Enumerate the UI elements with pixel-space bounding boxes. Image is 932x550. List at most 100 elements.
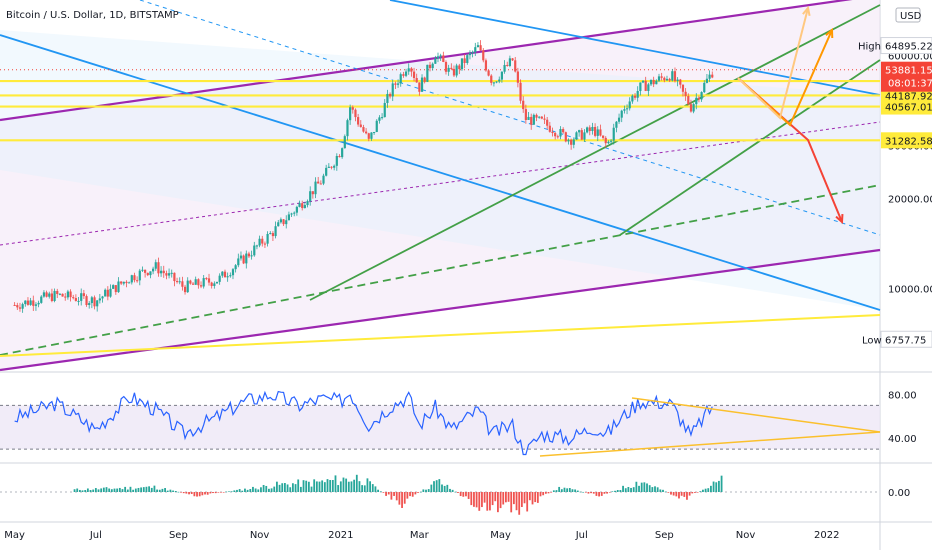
histogram-bar	[297, 479, 300, 492]
candle-body	[596, 129, 599, 136]
histogram-bar	[382, 492, 385, 493]
candle-body	[104, 289, 107, 297]
price-tick-label: 10000.00	[888, 284, 932, 295]
candle-body	[77, 300, 80, 302]
level-label: 44187.92	[885, 91, 932, 102]
candle-body	[530, 116, 533, 125]
candle-body	[378, 117, 381, 121]
candle-body	[546, 119, 549, 126]
level-label: 31282.58	[885, 136, 932, 147]
histogram-bar	[230, 491, 233, 492]
histogram-bar	[169, 489, 172, 492]
histogram-bar	[667, 492, 670, 493]
histogram-bar	[579, 491, 582, 493]
candle-body	[125, 281, 128, 284]
candle-body	[519, 82, 522, 101]
histogram-bar	[329, 480, 332, 492]
candle-body	[604, 137, 607, 144]
candle-body	[482, 50, 485, 61]
histogram-bar	[262, 484, 265, 492]
candle-body	[492, 82, 496, 84]
histogram-bar	[598, 492, 600, 497]
candle-body	[471, 52, 474, 54]
histogram-bar	[291, 483, 294, 492]
candle-body	[450, 67, 453, 69]
candle-body	[50, 293, 54, 302]
histogram-bar	[342, 477, 345, 492]
candle-body	[444, 62, 448, 72]
rsi-resistance-line	[631, 397, 881, 433]
candle-body	[631, 95, 634, 102]
histogram-bar	[619, 490, 622, 492]
histogram-bar	[254, 488, 257, 492]
candle-body	[426, 64, 429, 82]
histogram-bar	[414, 492, 417, 495]
candle-body	[705, 78, 709, 83]
histogram-bar	[307, 481, 310, 492]
candle-body	[72, 297, 75, 299]
histogram-bar	[475, 492, 478, 508]
candle-body	[460, 58, 464, 70]
candle-body	[186, 280, 189, 293]
candle-body	[700, 92, 703, 100]
candle-body	[202, 278, 205, 287]
histogram-bar	[257, 489, 260, 492]
histogram-bar	[704, 488, 707, 492]
histogram-bar	[182, 492, 185, 494]
green-dashed-support	[0, 184, 881, 356]
price-axis[interactable]: 10000.0020000.0030000.0040000.0050000.00…	[858, 37, 932, 499]
candle-body	[503, 64, 506, 72]
histogram-bar	[265, 485, 268, 492]
histogram-bar	[497, 492, 499, 513]
currency-button[interactable]: USD	[895, 7, 922, 23]
candle-body	[673, 71, 677, 82]
histogram-bar	[89, 490, 92, 492]
histogram-bar	[302, 480, 305, 492]
histogram-bar	[124, 486, 127, 492]
histogram-bar	[198, 492, 201, 497]
histogram-bar	[345, 478, 348, 492]
candle-body	[237, 258, 240, 266]
candle-body	[234, 265, 237, 270]
candle-body	[679, 79, 682, 85]
histogram-bar	[411, 492, 414, 497]
candle-body	[226, 276, 229, 278]
histogram-bar	[587, 492, 590, 494]
histogram-bar	[145, 486, 148, 492]
histogram-bar	[608, 492, 611, 493]
bullish-projection-arrow-head	[825, 27, 834, 39]
time-axis[interactable]: May Jul Sep Nov 2021 Mar May Jul Sep Nov 2022	[4, 530, 839, 541]
candle-body	[295, 206, 298, 213]
histogram-bar	[515, 492, 518, 511]
histogram-bar	[140, 487, 143, 492]
candle-body	[516, 71, 519, 83]
extended-projection-arrow	[737, 7, 809, 120]
candle-body	[343, 136, 346, 149]
histogram-bar	[150, 487, 153, 492]
candle-body	[556, 136, 559, 138]
candle-body	[609, 140, 613, 142]
candle-body	[511, 58, 514, 61]
candle-body	[16, 305, 19, 308]
histogram-bar	[238, 489, 241, 492]
histogram-bar	[102, 487, 105, 492]
histogram-bar	[246, 489, 249, 492]
candle-body	[500, 71, 504, 80]
candle-body	[394, 83, 397, 85]
candle-body	[655, 80, 658, 85]
histogram-bar	[222, 492, 225, 493]
low-box	[880, 330, 932, 348]
candle-body	[128, 282, 131, 284]
histogram-bar	[616, 490, 619, 492]
candle-body	[245, 253, 248, 264]
histogram-bar	[603, 492, 606, 494]
candle-body	[229, 275, 232, 277]
histogram-bar	[385, 492, 387, 496]
price-tick-label: 60000.00	[888, 52, 932, 63]
candle-body	[82, 293, 85, 297]
candle-body	[32, 300, 35, 306]
candle-body	[423, 77, 426, 82]
histogram-bar	[454, 491, 457, 493]
histogram-bar	[670, 492, 672, 495]
